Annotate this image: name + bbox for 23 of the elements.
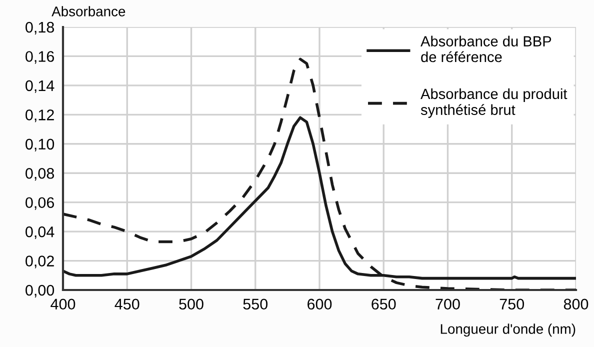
y-tick-label: 0,06 — [26, 197, 54, 210]
y-tick-label: 0,04 — [26, 226, 54, 240]
y-tick-label: 0,18 — [26, 22, 54, 34]
x-tick-label: 550 — [243, 298, 268, 310]
y-tick-label: 0,14 — [26, 80, 54, 93]
legend-label: Absorbance du BBP de référence — [420, 36, 552, 62]
legend-label: Absorbance du produit synthétisé brut — [420, 88, 568, 118]
x-tick-label: 700 — [436, 298, 460, 310]
x-tick-label: 650 — [372, 298, 396, 310]
x-tick-label: 750 — [500, 298, 524, 310]
y-axis-title: Absorbance — [52, 6, 126, 16]
x-axis-title: Longueur d'onde (nm) — [440, 324, 576, 337]
y-tick-label: 0,02 — [26, 256, 54, 268]
y-tick-label: 0,08 — [26, 168, 54, 181]
x-tick-label: 800 — [564, 298, 588, 310]
x-tick-label: 500 — [179, 298, 204, 310]
y-tick-label: 0,12 — [26, 110, 54, 122]
y-tick-label: 0,16 — [26, 51, 54, 64]
x-tick-label: 450 — [114, 298, 140, 310]
x-tick-label: 400 — [50, 298, 76, 310]
y-tick-label: 0,10 — [26, 138, 54, 152]
y-tick-label: 0,00 — [26, 284, 54, 298]
x-tick-label: 600 — [308, 298, 332, 310]
